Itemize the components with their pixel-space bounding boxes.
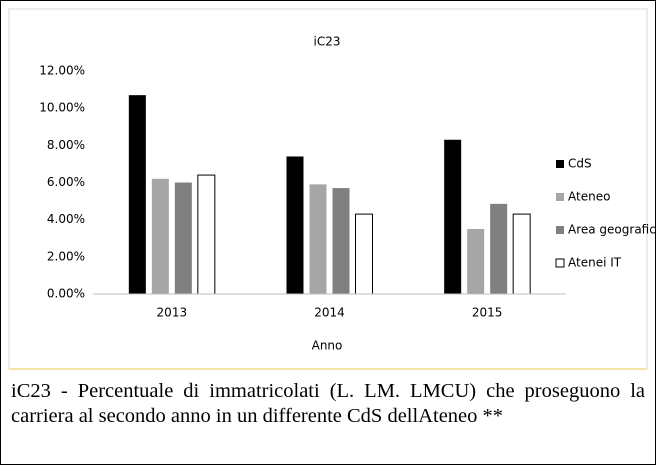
legend-swatch: [556, 160, 564, 168]
legend-swatch: [556, 193, 564, 201]
bar: [355, 213, 373, 295]
bar: [151, 178, 169, 294]
y-tick-label: 2.00%: [47, 249, 85, 263]
bar: [444, 139, 462, 294]
bar: [512, 213, 531, 295]
x-tick-label: 2015: [472, 306, 503, 320]
y-tick-label: 12.00%: [39, 64, 85, 78]
y-tick-label: 4.00%: [47, 212, 85, 226]
caption: iC23 - Percentuale di immatricolati (L. …: [11, 380, 645, 427]
bar: [174, 182, 192, 294]
legend-swatch: [556, 226, 564, 234]
legend-swatch: [555, 258, 565, 268]
bar: [197, 174, 216, 295]
bar: [332, 188, 350, 294]
x-axis-title: Anno: [312, 339, 343, 353]
y-tick-label: 10.00%: [39, 101, 85, 115]
x-tick-label: 2014: [314, 306, 345, 320]
legend-label: Area geografica: [568, 223, 656, 237]
chart: iC23 Anno 0.00% 2.00% 4.00% 6.00% 8.00% 10.00…: [8, 8, 656, 370]
legend-label: CdS: [568, 157, 592, 171]
bar: [128, 95, 146, 295]
y-tick-label: 8.00%: [47, 138, 85, 152]
chart-title: iC23: [314, 35, 341, 49]
bar: [286, 156, 304, 294]
x-tick-label: 2013: [157, 306, 188, 320]
legend-label: Atenei IT: [568, 256, 622, 270]
bar: [490, 203, 508, 294]
y-tick-label: 0.00%: [47, 287, 85, 301]
bar: [309, 184, 327, 294]
legend-label: Ateneo: [568, 190, 610, 204]
y-tick-label: 6.00%: [47, 175, 85, 189]
chart-border: [8, 8, 648, 370]
bar: [467, 228, 485, 294]
